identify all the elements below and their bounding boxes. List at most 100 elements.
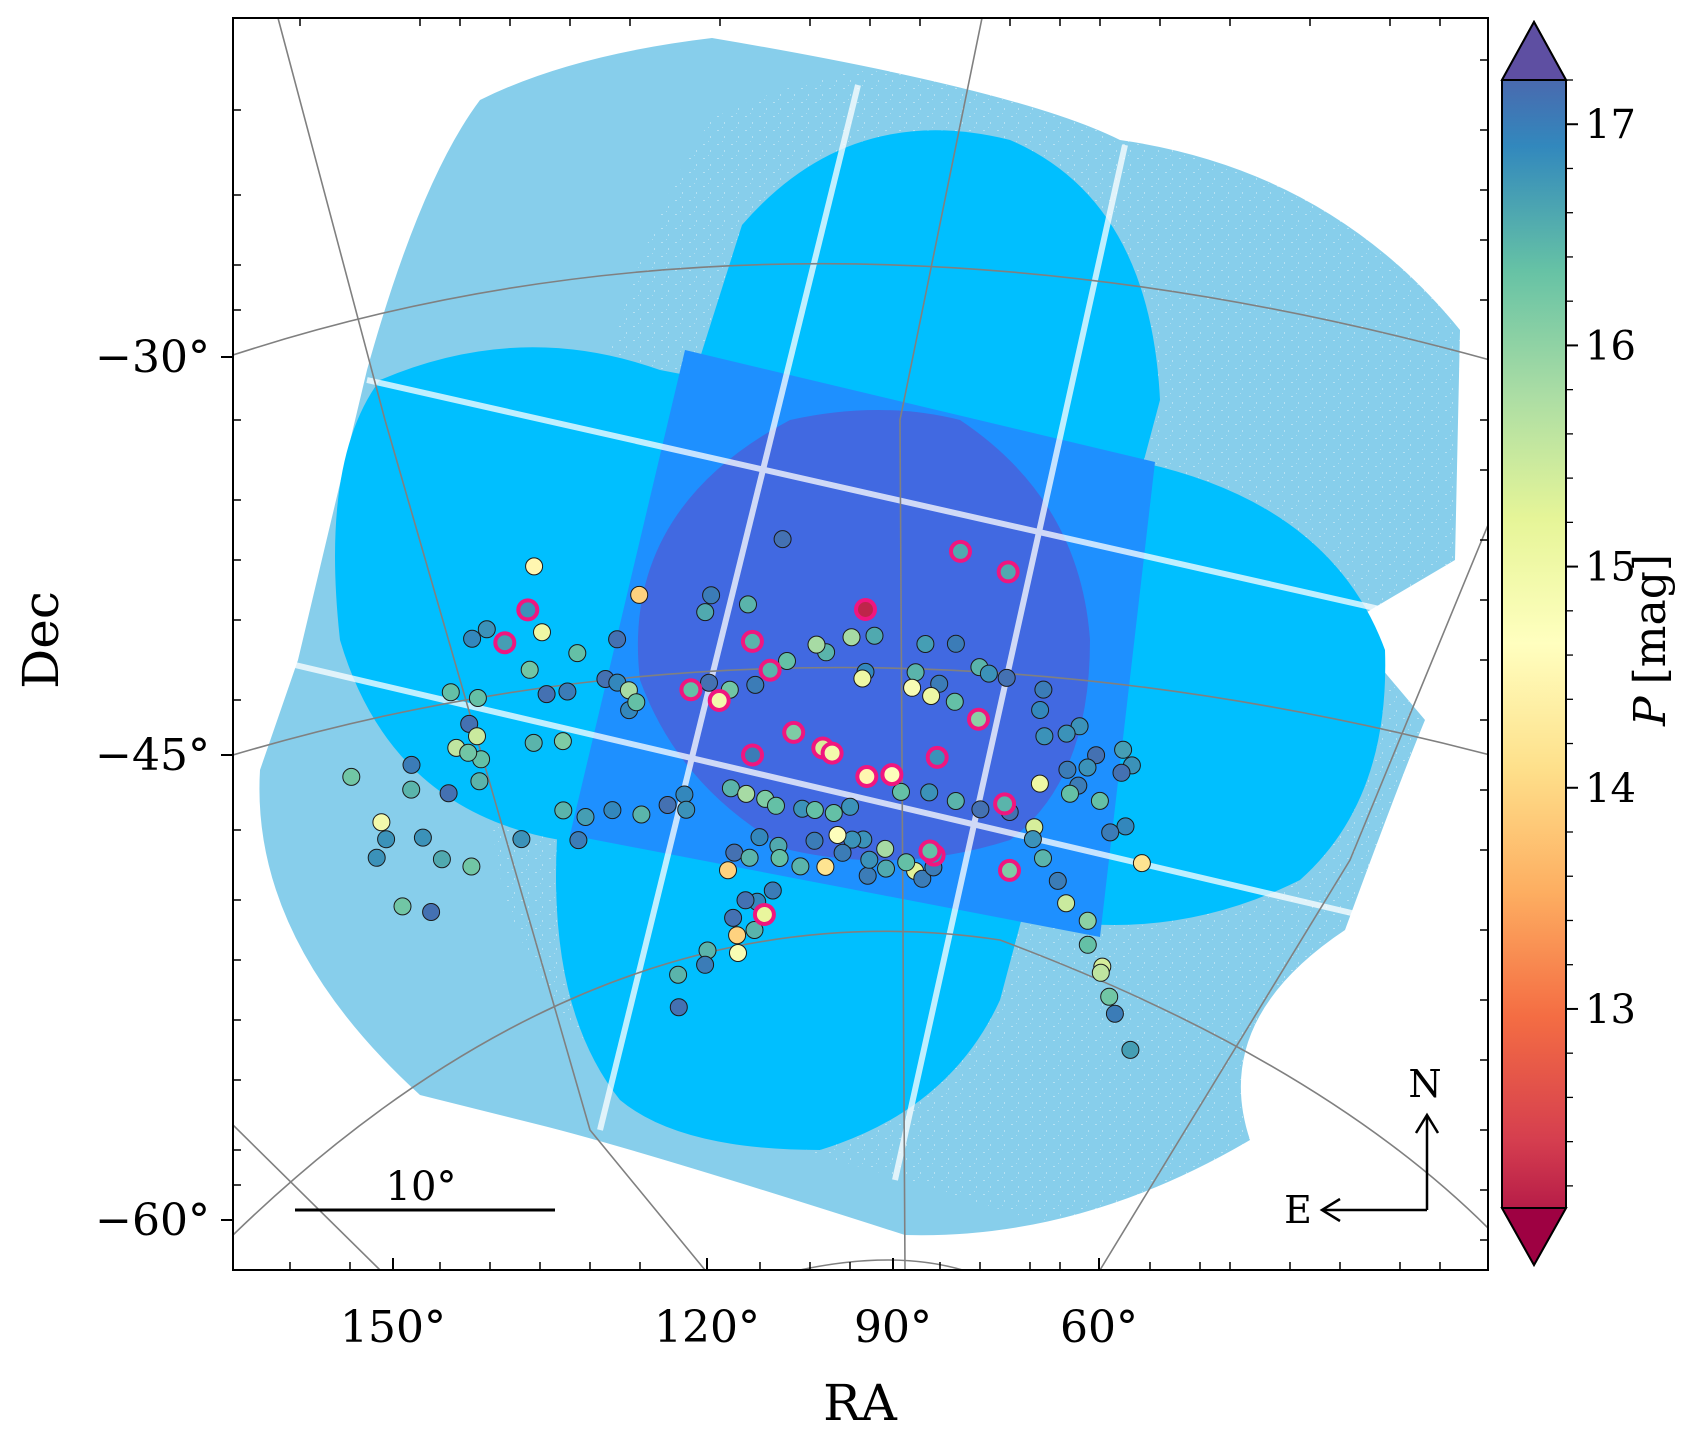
star-marker [554,801,573,820]
graticule [233,18,1488,1270]
scale-bar-label: 10° [386,1164,457,1210]
colorbar-tick: 13 [1566,987,1636,1033]
star-marker [1116,817,1135,836]
star-marker [413,828,432,847]
highlighted-star-marker [493,631,517,655]
highlighted-star-marker [967,707,990,731]
star-marker [750,828,769,847]
star-marker [1112,763,1131,782]
star-marker [1078,935,1097,954]
stars-layer [342,530,1151,1059]
highlighted-star-marker [820,741,844,765]
colorbar-tick-label: 17 [1585,102,1636,148]
highlighted-star-marker [679,678,703,702]
star-marker [512,830,531,849]
colorbar-tick-label: 15 [1585,545,1636,591]
highlighted-star-marker [998,858,1021,882]
star-marker [946,634,965,653]
star-marker [903,678,922,697]
star-marker [558,682,577,701]
star-marker [1034,849,1052,868]
star-marker [1105,1004,1124,1023]
star-marker [402,780,421,799]
colorbar-label-unit: [mag] [1625,554,1676,684]
star-marker [922,687,941,705]
plot-area: 10° N E [233,18,1488,1270]
star-marker [853,669,872,688]
star-marker [1030,774,1049,793]
x-axis-title: RA [823,1374,898,1432]
star-marker [422,903,441,921]
graticule-ra-line [899,18,983,1270]
ccd-gaps [294,84,1451,1181]
star-marker [763,881,782,900]
colorbar-label: P [mag] [1625,554,1676,727]
star-marker [1034,680,1053,699]
star-marker [997,668,1016,687]
x-tick: 90° [854,1258,932,1353]
star-marker [767,796,785,815]
highlighted-stars-layer [493,539,1021,926]
colorbar-body [1501,19,1567,1268]
star-marker [569,831,588,850]
star-marker [441,683,460,702]
star-marker [632,805,651,824]
star-marker [603,801,622,820]
star-marker [945,692,964,711]
star-marker [860,850,879,869]
y-axis: −30° −45° −60° Dec [12,332,233,1246]
star-marker [1031,701,1050,719]
star-marker [462,857,481,876]
graticule-ra-line [1099,524,1488,1270]
colorbar-tick: 14 [1566,766,1636,812]
star-marker [468,727,486,746]
star-marker [824,804,843,822]
star-marker [533,623,551,642]
graticule-ra-line [233,1124,381,1270]
x-tick: 60° [1060,1258,1138,1353]
star-marker [805,831,824,850]
star-marker [1058,760,1077,779]
star-marker [1078,911,1097,930]
compass-east-label: E [1284,1188,1312,1232]
star-marker [1132,854,1151,873]
highlighted-star-marker [925,745,949,769]
star-marker [816,857,835,876]
highlighted-star-marker [752,903,776,926]
star-marker [1061,784,1079,803]
compass [1319,1112,1440,1223]
x-tick-label: 150° [340,1302,446,1353]
star-marker [913,869,932,888]
star-marker [1090,791,1109,810]
star-marker [702,586,721,605]
star-marker [1121,1040,1140,1059]
star-marker [1101,823,1120,842]
star-marker [630,585,649,604]
highlighted-star-marker [949,539,972,563]
star-marker [1078,758,1097,777]
y-tick-label: −60° [95,1195,210,1246]
highlighted-star-marker [782,720,806,744]
colorbar-tick-label: 14 [1585,766,1636,812]
highlighted-star-marker [918,839,942,863]
star-marker [721,779,740,798]
star-marker [728,926,747,945]
star-marker [1023,830,1042,849]
colorbar-tick-label: 13 [1585,987,1636,1033]
star-marker [828,826,847,844]
star-marker [627,693,646,712]
highlighted-star-marker [758,658,782,682]
star-marker [677,800,696,819]
highlighted-star-marker [707,689,731,712]
ccd-gap-line [366,377,1451,628]
compass-east-arrowhead [1319,1197,1341,1223]
star-marker [807,635,826,654]
star-marker [858,866,877,885]
y-tick: −30° [95,332,233,383]
x-axis: 150° 120° 90° 60° RA [340,1258,1138,1432]
colorbar-tick: 16 [1566,323,1636,369]
graticule-dec-line [796,1259,966,1270]
star-marker [470,772,489,791]
y-tick-label: −30° [95,332,210,383]
